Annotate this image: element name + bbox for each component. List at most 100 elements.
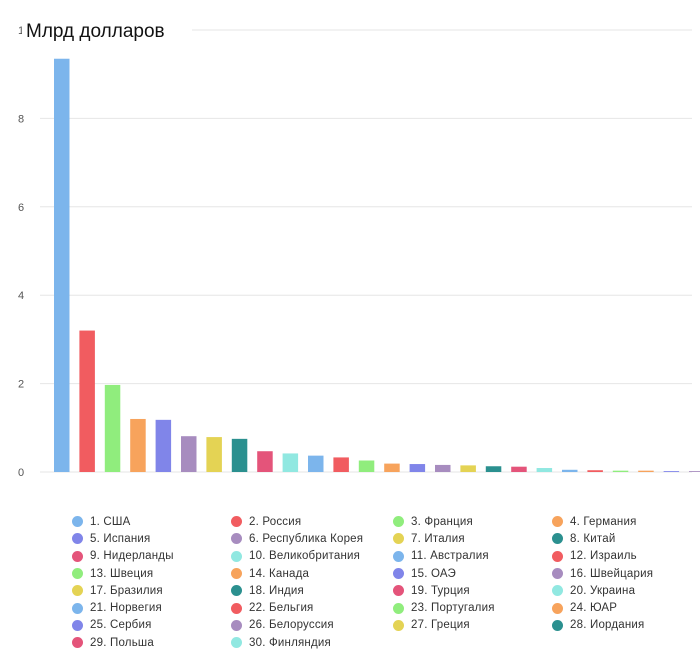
bar-5 bbox=[155, 419, 172, 472]
bar-14 bbox=[384, 463, 400, 472]
legend-label: 20. Украина bbox=[570, 584, 636, 597]
legend-label: 11. Австралия bbox=[411, 550, 489, 563]
legend-swatch-icon bbox=[552, 585, 563, 597]
chart-legend: 1. США 2. Россия 3. Франция 4. Германия 5. И… bbox=[72, 513, 692, 651]
legend-swatch-icon bbox=[231, 550, 242, 562]
bar-16 bbox=[435, 464, 451, 472]
legend-item[interactable]: 28. Иордания bbox=[552, 617, 692, 634]
bar-17 bbox=[460, 465, 476, 472]
legend-swatch-icon bbox=[72, 602, 83, 614]
legend-item[interactable]: 6. Республика Корея bbox=[231, 530, 393, 547]
legend-swatch-icon bbox=[231, 637, 242, 649]
legend-label: 5. Испания bbox=[90, 532, 151, 545]
legend-label: 24. ЮАР bbox=[570, 602, 618, 615]
legend-label: 8. Китай bbox=[570, 532, 616, 545]
legend-item[interactable]: 12. Израиль bbox=[552, 548, 692, 565]
legend-label: 9. Нидерланды bbox=[90, 550, 174, 563]
bar-20 bbox=[536, 468, 553, 472]
bar-25 bbox=[663, 471, 680, 472]
legend-swatch-icon bbox=[72, 568, 83, 580]
bar-chart: 0246810Млрд долларов bbox=[18, 21, 700, 479]
legend-label: 16. Швейцария bbox=[570, 567, 654, 580]
bar-10 bbox=[282, 453, 299, 472]
legend-label: 25. Сербия bbox=[90, 619, 152, 632]
legend-swatch-icon bbox=[72, 533, 83, 545]
legend-label: 6. Республика Корея bbox=[249, 532, 364, 545]
legend-label: 22. Бельгия bbox=[249, 602, 314, 615]
legend-label: 4. Германия bbox=[570, 515, 637, 528]
legend-swatch-icon bbox=[72, 619, 83, 631]
legend-item[interactable]: 25. Сербия bbox=[72, 617, 231, 634]
legend-swatch-icon bbox=[231, 568, 242, 580]
y-tick-label: 6 bbox=[18, 202, 24, 214]
legend-item[interactable]: 26. Белоруссия bbox=[231, 617, 393, 634]
legend-label: 14. Канада bbox=[249, 567, 310, 580]
legend-item[interactable]: 17. Бразилия bbox=[72, 582, 231, 599]
legend-item[interactable]: 22. Бельгия bbox=[231, 599, 393, 616]
bar-7 bbox=[206, 437, 222, 472]
chart-title: Млрд долларов bbox=[26, 21, 165, 42]
legend-item[interactable]: 1. США bbox=[72, 513, 231, 530]
legend-label: 13. Швеция bbox=[90, 567, 154, 580]
legend-item[interactable]: 18. Индия bbox=[231, 582, 393, 599]
bar-11 bbox=[308, 455, 324, 472]
legend-swatch-icon bbox=[231, 533, 242, 545]
legend-item[interactable]: 20. Украина bbox=[552, 582, 692, 599]
legend-item[interactable]: 11. Австралия bbox=[393, 548, 552, 565]
legend-item[interactable]: 15. ОАЭ bbox=[393, 565, 552, 582]
legend-label: 1. США bbox=[90, 515, 131, 528]
legend-item[interactable]: 27. Греция bbox=[393, 617, 552, 634]
legend-swatch-icon bbox=[72, 550, 83, 562]
legend-item[interactable]: 8. Китай bbox=[552, 530, 692, 547]
legend-item[interactable]: 4. Германия bbox=[552, 513, 692, 530]
legend-label: 2. Россия bbox=[249, 515, 302, 528]
legend-swatch-icon bbox=[231, 619, 242, 631]
bar-26 bbox=[689, 471, 700, 472]
bar-9 bbox=[257, 451, 273, 472]
legend-swatch-icon bbox=[393, 568, 404, 580]
legend-swatch-icon bbox=[393, 602, 404, 614]
legend-item[interactable]: 10. Великобритания bbox=[231, 548, 393, 565]
legend-label: 26. Белоруссия bbox=[249, 619, 334, 632]
legend-item[interactable]: 19. Турция bbox=[393, 582, 552, 599]
legend-item[interactable]: 21. Норвегия bbox=[72, 599, 231, 616]
legend-item[interactable]: 3. Франция bbox=[393, 513, 552, 530]
legend-item[interactable]: 13. Швеция bbox=[72, 565, 231, 582]
legend-label: 3. Франция bbox=[411, 515, 473, 528]
legend-label: 27. Греция bbox=[411, 619, 470, 632]
legend-item[interactable]: 29. Польша bbox=[72, 634, 231, 651]
legend-swatch-icon bbox=[552, 568, 563, 580]
bar-13 bbox=[358, 460, 375, 472]
legend-item[interactable]: 16. Швейцария bbox=[552, 565, 692, 582]
legend-item[interactable]: 14. Канада bbox=[231, 565, 393, 582]
legend-item[interactable]: 9. Нидерланды bbox=[72, 548, 231, 565]
legend-swatch-icon bbox=[393, 533, 404, 545]
bar-1 bbox=[54, 58, 70, 472]
legend-label: 18. Индия bbox=[249, 584, 304, 597]
y-tick-label: 2 bbox=[18, 379, 24, 391]
legend-label: 7. Италия bbox=[411, 532, 465, 545]
legend-item[interactable]: 7. Италия bbox=[393, 530, 552, 547]
bar-8 bbox=[231, 438, 248, 472]
legend-item[interactable]: 2. Россия bbox=[231, 513, 393, 530]
legend-item[interactable]: 23. Португалия bbox=[393, 599, 552, 616]
bar-21 bbox=[562, 469, 578, 472]
legend-label: 23. Португалия bbox=[411, 602, 495, 615]
bar-4 bbox=[130, 418, 146, 472]
y-tick-label: 8 bbox=[18, 113, 24, 125]
legend-item[interactable]: 5. Испания bbox=[72, 530, 231, 547]
legend-label: 28. Иордания bbox=[570, 619, 645, 632]
legend-swatch-icon bbox=[393, 516, 404, 528]
bar-6 bbox=[181, 436, 197, 472]
legend-item[interactable]: 24. ЮАР bbox=[552, 599, 692, 616]
legend-label: 17. Бразилия bbox=[90, 584, 163, 597]
legend-swatch-icon bbox=[393, 550, 404, 562]
legend-item[interactable]: 30. Финляндия bbox=[231, 634, 393, 651]
bar-15 bbox=[409, 464, 426, 472]
y-tick-label: 0 bbox=[18, 467, 24, 479]
legend-swatch-icon bbox=[72, 585, 83, 597]
legend-label: 19. Турция bbox=[411, 584, 470, 597]
legend-label: 10. Великобритания bbox=[249, 550, 361, 563]
legend-swatch-icon bbox=[552, 533, 563, 545]
bar-22 bbox=[587, 470, 603, 472]
